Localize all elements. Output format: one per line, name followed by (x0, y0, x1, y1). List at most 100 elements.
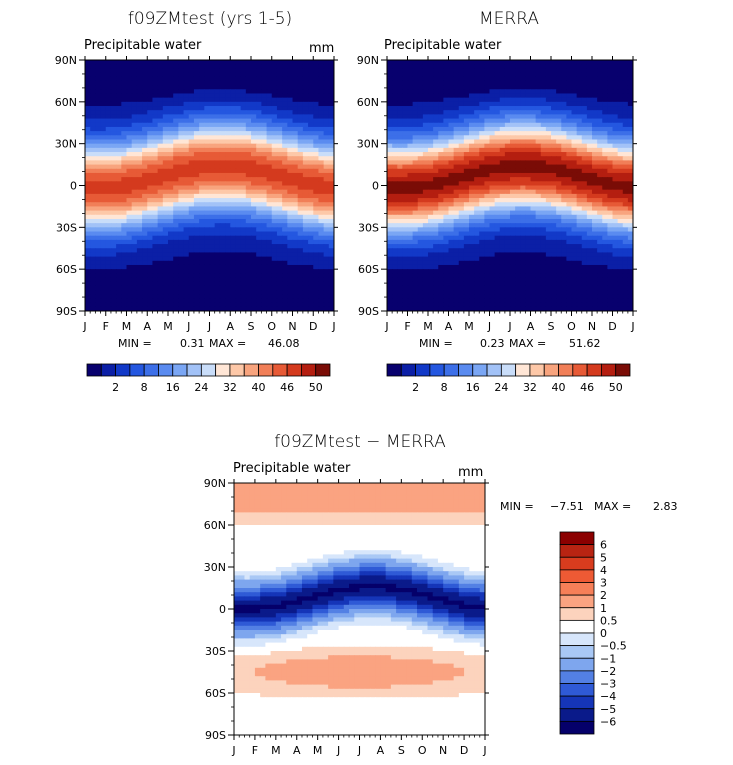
field-cell (209, 231, 216, 237)
field-cell (443, 110, 450, 115)
field-cell (219, 198, 226, 203)
field-cell (261, 273, 268, 279)
field-cell (152, 156, 159, 161)
field-cell (282, 277, 288, 283)
field-cell (328, 97, 334, 103)
field-cell (463, 114, 470, 120)
field-cell (245, 193, 252, 199)
field-cell (219, 101, 226, 107)
field-cell (453, 185, 460, 191)
field-cell (622, 106, 629, 111)
field-cell (627, 89, 633, 95)
field-cell (494, 152, 501, 157)
field-cell (479, 168, 485, 174)
field-cell (617, 85, 624, 90)
field-cell (245, 306, 252, 311)
field-cell (225, 93, 231, 99)
field-cell (193, 122, 200, 128)
field-cell (520, 131, 526, 136)
field-cell (318, 294, 325, 300)
field-cell (592, 147, 598, 153)
field-cell (199, 223, 205, 228)
field-cell (530, 101, 537, 107)
field-cell (287, 235, 294, 241)
field-cell (545, 80, 552, 86)
field-cell (484, 181, 491, 187)
field-cell (230, 231, 237, 237)
field-cell (230, 264, 237, 270)
field-cell (266, 185, 273, 191)
field-cell (323, 143, 330, 149)
field-cell (183, 64, 190, 69)
field-cell (297, 139, 304, 145)
field-cell (323, 93, 330, 99)
field-cell (168, 248, 174, 254)
field-cell (110, 72, 117, 78)
field-cell (484, 160, 491, 166)
field-cell (308, 260, 314, 266)
field-cell (287, 252, 294, 258)
field-cell (230, 114, 237, 120)
field-cell (261, 139, 268, 145)
field-cell (209, 223, 216, 228)
field-cell (479, 97, 485, 103)
field-cell (561, 160, 567, 166)
field-cell (256, 85, 262, 90)
field-cell (162, 110, 169, 115)
field-cell (504, 60, 511, 65)
field-cell (392, 64, 398, 69)
field-cell (183, 126, 190, 132)
field-cell (422, 101, 429, 107)
field-cell (85, 168, 91, 174)
field-cell (463, 122, 470, 128)
field-cell (100, 223, 107, 228)
field-cell (494, 89, 501, 95)
field-cell (219, 160, 226, 166)
field-cell (612, 143, 619, 149)
field-cell (100, 160, 107, 166)
field-row (387, 106, 633, 111)
field-cell (484, 126, 491, 132)
field-cell (126, 202, 133, 208)
field-cell (256, 143, 262, 149)
field-cell (188, 185, 195, 191)
field-cell (302, 122, 309, 128)
field-cell (297, 269, 304, 274)
field-cell (387, 172, 393, 178)
field-cell (266, 76, 273, 82)
field-cell (392, 97, 398, 103)
field-cell (225, 189, 231, 195)
field-cell (245, 152, 252, 157)
field-cell (607, 185, 614, 191)
field-cell (100, 302, 107, 308)
field-cell (95, 223, 102, 228)
field-cell (178, 185, 185, 191)
field-cell (397, 210, 403, 216)
field-cell (162, 210, 169, 216)
field-cell (292, 248, 299, 254)
field-cell (479, 68, 485, 74)
field-cell (214, 172, 221, 178)
field-cell (219, 244, 226, 249)
field-cell (152, 235, 159, 241)
field-cell (261, 143, 268, 149)
field-cell (183, 202, 190, 208)
field-cell (147, 89, 154, 95)
field-cell (302, 198, 309, 203)
field-cell (225, 110, 231, 115)
field-cell (225, 273, 231, 279)
field-cell (131, 152, 138, 157)
field-cell (443, 139, 450, 145)
field-cell (235, 264, 242, 270)
field-cell (136, 147, 143, 153)
field-cell (105, 210, 112, 216)
field-cell (576, 198, 583, 203)
field-cell (199, 273, 205, 279)
field-cell (245, 235, 252, 241)
field-cell (494, 210, 501, 216)
field-cell (100, 139, 107, 145)
field-cell (308, 143, 314, 149)
field-cell (328, 185, 334, 191)
field-cell (612, 152, 619, 157)
field-cell (188, 68, 195, 74)
